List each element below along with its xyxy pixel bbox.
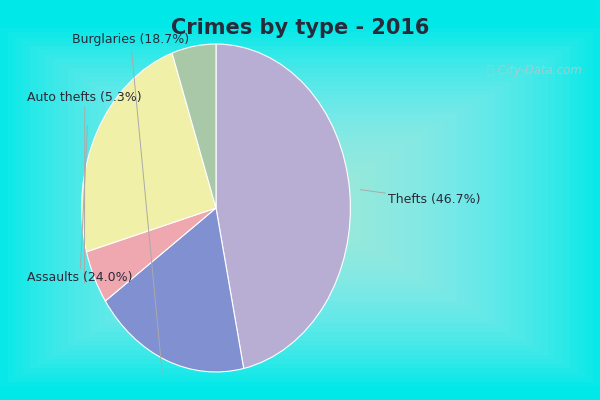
Bar <box>60 64 540 350</box>
Bar <box>285 198 315 216</box>
Bar <box>165 126 435 288</box>
Text: Auto thefts (5.3%): Auto thefts (5.3%) <box>28 91 142 283</box>
Bar <box>45 55 555 359</box>
Bar <box>195 144 405 270</box>
Bar <box>255 180 345 234</box>
Bar <box>150 118 450 296</box>
Bar <box>270 189 330 225</box>
Bar <box>157 122 443 292</box>
Bar <box>233 167 367 247</box>
Bar <box>210 153 390 261</box>
Bar <box>173 131 427 283</box>
Bar <box>97 86 503 328</box>
Text: ⓘ City-Data.com: ⓘ City-Data.com <box>487 64 582 77</box>
Bar <box>135 108 465 306</box>
Bar <box>225 162 375 252</box>
Text: Crimes by type - 2016: Crimes by type - 2016 <box>171 18 429 38</box>
Bar <box>75 73 525 341</box>
Bar <box>37 50 563 364</box>
Wedge shape <box>172 44 216 208</box>
Bar <box>105 91 495 323</box>
Bar <box>203 149 398 265</box>
Bar <box>263 185 337 229</box>
Text: Burglaries (18.7%): Burglaries (18.7%) <box>72 34 189 372</box>
Bar <box>113 95 487 319</box>
Bar <box>180 135 420 278</box>
Bar <box>240 171 360 243</box>
Bar <box>218 158 383 256</box>
Wedge shape <box>106 208 244 372</box>
Bar <box>248 176 353 238</box>
Bar <box>143 113 457 301</box>
Bar <box>187 140 413 274</box>
Text: Rapes (5.3%): Rapes (5.3%) <box>0 399 1 400</box>
Bar <box>277 194 323 220</box>
Bar <box>53 59 548 355</box>
Text: Assaults (24.0%): Assaults (24.0%) <box>27 126 133 284</box>
Text: Thefts (46.7%): Thefts (46.7%) <box>361 190 481 206</box>
Wedge shape <box>82 53 216 252</box>
Bar <box>120 100 480 314</box>
Bar <box>83 77 517 337</box>
Bar <box>293 202 308 212</box>
Bar <box>67 68 533 346</box>
Wedge shape <box>216 44 350 368</box>
Bar <box>128 104 473 310</box>
Bar <box>90 82 510 332</box>
Wedge shape <box>86 208 216 301</box>
